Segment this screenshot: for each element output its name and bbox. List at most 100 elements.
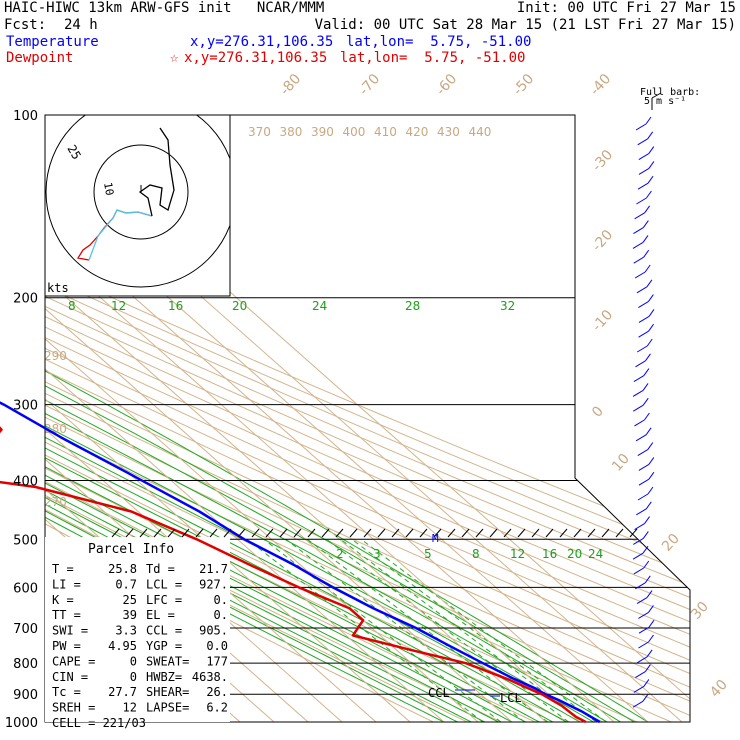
- wind-barb: [633, 375, 645, 383]
- wind-barb-flag: [644, 205, 651, 214]
- forecast-hours: 24 h: [64, 17, 98, 33]
- chart-title: HAIC-HIWC 13km ARW-GFS init NCAR/MMM: [4, 0, 325, 16]
- mixing-ratio-label: 28: [405, 299, 420, 313]
- wind-barb: [633, 256, 644, 264]
- isotherm-label: -50: [510, 71, 537, 99]
- level-tick: [475, 528, 484, 538]
- dry-adiabat: [45, 115, 690, 722]
- isotherm-line: [45, 115, 445, 722]
- level-tick: [615, 528, 624, 538]
- level-tick: [545, 528, 554, 538]
- wind-barb: [634, 419, 645, 427]
- level-tick: [307, 528, 316, 538]
- parcel-row-right-value: 6.2: [206, 701, 228, 715]
- level-tick: [531, 528, 540, 538]
- parcel-info-title: Parcel Info: [88, 542, 174, 557]
- parcel-row-right-value: 0.: [214, 593, 228, 607]
- parcel-row-left-label: LI =: [52, 577, 81, 591]
- isotherm-label: -80: [277, 71, 304, 99]
- wind-barb-flag: [648, 634, 654, 643]
- dry-adiabat: [45, 115, 672, 722]
- wind-barb: [638, 301, 649, 309]
- wind-barb: [636, 345, 648, 353]
- isotherm-label: -70: [356, 71, 383, 99]
- dry-adiabat: [45, 115, 690, 722]
- mixing-ratio-label: 5: [424, 547, 432, 561]
- theta-label: 270: [44, 495, 67, 509]
- isotherm-label: -10: [589, 307, 616, 335]
- level-tick: [321, 528, 330, 538]
- parcel-row-left-label: TT =: [52, 608, 81, 622]
- wind-barb-flag: [648, 457, 655, 465]
- level-tick: [153, 528, 162, 538]
- level-tick: [587, 528, 596, 538]
- parcel-row-left-label: CAPE =: [52, 654, 95, 668]
- wind-barb-flag: [643, 368, 650, 376]
- level-tick: [573, 528, 582, 538]
- temperature-profile: [0, 401, 601, 724]
- wind-barb-flag: [644, 264, 651, 273]
- level-tick: [517, 528, 526, 538]
- wind-barb-flag: [642, 531, 649, 539]
- wind-barb-flag: [642, 383, 649, 391]
- wind-barb-flag: [642, 235, 649, 243]
- isotherm-label: 10: [609, 451, 633, 475]
- pressure-tick-label: 1000: [5, 716, 38, 731]
- wind-barb-flag: [648, 146, 655, 154]
- isotherm-label: 0: [589, 403, 607, 420]
- dewpoint-marker-icon: ☆: [170, 50, 179, 66]
- parcel-row-right-label: LCL =: [146, 577, 182, 591]
- isotherm-line: [45, 115, 615, 722]
- parcel-row-right-value: 0.0: [206, 639, 228, 653]
- wind-barb: [638, 626, 650, 634]
- parcel-row-left-value: 27.7: [108, 685, 137, 699]
- wind-barb: [635, 582, 646, 590]
- parcel-row-left-value: 0: [130, 654, 137, 668]
- theta-label: 400: [343, 125, 366, 139]
- parcel-row-right-label: LAPSE=: [146, 701, 189, 715]
- mixing-ratio-label: 16: [542, 547, 557, 561]
- theta-label: 430: [437, 125, 460, 139]
- wind-barb-flag: [643, 560, 650, 569]
- pressure-tick-label: 200: [13, 292, 38, 307]
- parcel-row-right-value: 4638.: [192, 670, 228, 684]
- isotherm-label: 30: [688, 599, 712, 623]
- level-tick: [293, 528, 302, 538]
- parcel-row-right-value: 0.: [214, 608, 228, 622]
- wind-barb: [638, 478, 650, 486]
- dry-adiabat: [45, 115, 690, 722]
- barb-legend-units: 5 m s⁻¹: [644, 96, 686, 107]
- wind-barb: [638, 611, 649, 619]
- wind-barb-flag: [643, 679, 650, 687]
- wind-barb-flag: [642, 545, 649, 554]
- m-level-label: M: [432, 532, 439, 545]
- wind-barb-flag: [647, 486, 654, 495]
- wind-barb: [636, 286, 648, 294]
- mixing-ratio-label: 3: [373, 547, 381, 561]
- dry-adiabat: [45, 115, 690, 722]
- level-tick: [111, 528, 120, 538]
- dry-adiabat: [45, 115, 690, 722]
- level-tick: [363, 528, 372, 538]
- isotherm-line: [45, 115, 377, 722]
- wind-barb-flag: [646, 190, 652, 199]
- mixing-ratio-label: 32: [500, 299, 515, 313]
- isotherm-line: [45, 115, 411, 722]
- level-tick: [237, 528, 246, 538]
- mixing-ratio-line: [285, 538, 526, 722]
- mixing-ratio-line: [263, 538, 502, 722]
- isotherm-line: [45, 115, 581, 722]
- wind-barb-flag: [646, 590, 653, 598]
- isotherm-label: -20: [589, 227, 616, 255]
- wind-barb: [638, 641, 649, 649]
- level-tick: [139, 528, 148, 538]
- parcel-row-right-label: CCL =: [146, 624, 182, 638]
- theta-label: 440: [469, 125, 492, 139]
- wind-barb-flag: [647, 294, 654, 302]
- parcel-row-left-value: 3.3: [115, 624, 137, 638]
- wind-barb: [634, 212, 645, 220]
- wind-barb: [635, 360, 646, 368]
- level-tick: [559, 528, 568, 538]
- pressure-tick-label: 900: [13, 688, 38, 703]
